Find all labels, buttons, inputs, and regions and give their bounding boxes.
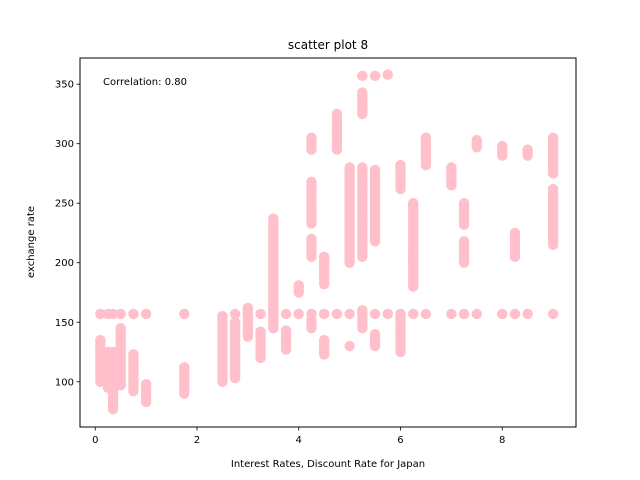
- data-point: [446, 308, 457, 320]
- data-point: [280, 325, 292, 336]
- x-tick-label: 4: [296, 435, 302, 446]
- data-point: [382, 69, 393, 80]
- data-point: [242, 308, 254, 320]
- data-point: [268, 213, 279, 224]
- data-point: [369, 328, 381, 340]
- data-point: [306, 132, 317, 143]
- data-point: [306, 233, 317, 245]
- data-point: [344, 227, 355, 239]
- data-point: [344, 340, 355, 352]
- data-point: [357, 162, 368, 173]
- data-point: [107, 308, 119, 320]
- data-point: [547, 132, 559, 143]
- data-point: [357, 70, 368, 82]
- data-point: [255, 308, 266, 320]
- data-point: [420, 308, 432, 320]
- x-tick-label: 2: [194, 435, 200, 446]
- data-point: [318, 308, 330, 320]
- data-point: [497, 140, 508, 152]
- data-point: [408, 198, 419, 209]
- data-point: [357, 305, 368, 316]
- data-point: [446, 162, 457, 173]
- data-point: [547, 308, 559, 320]
- correlation-annotation: Correlation: 0.80: [103, 77, 187, 88]
- data-point: [115, 308, 126, 320]
- data-point: [140, 378, 152, 390]
- data-point: [509, 227, 521, 239]
- y-tick-label: 200: [55, 258, 74, 269]
- data-point: [357, 87, 368, 98]
- data-point: [420, 132, 432, 143]
- data-point: [522, 144, 533, 155]
- y-tick-label: 250: [55, 199, 74, 210]
- data-point: [331, 308, 343, 320]
- data-point: [369, 308, 381, 320]
- data-point: [408, 308, 419, 320]
- data-point: [179, 362, 190, 373]
- x-tick-label: 6: [397, 435, 403, 446]
- data-point: [369, 164, 381, 176]
- y-tick-label: 100: [55, 377, 74, 388]
- x-axis-label: Interest Rates, Discount Rate for Japan: [231, 459, 425, 470]
- data-point: [306, 308, 317, 320]
- x-axis-ticks: 0 2 4 6 8: [92, 427, 505, 446]
- data-point: [509, 308, 521, 320]
- plot-frame: [79, 57, 577, 428]
- data-point: [280, 308, 292, 320]
- data-point: [395, 308, 406, 320]
- data-point: [179, 308, 190, 320]
- data-point: [458, 308, 470, 320]
- y-tick-label: 150: [55, 318, 74, 329]
- y-axis-ticks: 100 150 200 250 300 350: [55, 80, 80, 388]
- data-point: [217, 311, 228, 322]
- data-point: [229, 317, 241, 328]
- data-point: [522, 308, 533, 320]
- y-tick-label: 350: [55, 80, 74, 91]
- data-point: [95, 334, 106, 346]
- data-point: [293, 280, 304, 291]
- data-point: [497, 308, 508, 320]
- y-axis-label: exchange rate: [26, 206, 37, 278]
- data-point: [369, 70, 381, 82]
- data-point: [344, 162, 355, 173]
- data-point: [458, 198, 470, 209]
- data-point: [382, 308, 393, 320]
- data-point: [229, 308, 241, 320]
- data-point: [344, 308, 355, 320]
- data-point: [95, 308, 106, 320]
- x-tick-label: 8: [499, 435, 505, 446]
- chart-title: scatter plot 8: [288, 38, 368, 52]
- data-point: [331, 126, 343, 137]
- data-point: [395, 328, 406, 340]
- data-point: [140, 308, 152, 320]
- data-point: [395, 159, 406, 171]
- data-point: [293, 308, 304, 320]
- data-point: [547, 183, 559, 195]
- data-point: [318, 251, 330, 262]
- data-point: [128, 349, 139, 360]
- data-point: [318, 334, 330, 346]
- data-point: [306, 176, 317, 187]
- data-point: [115, 323, 126, 334]
- data-points: [95, 69, 559, 415]
- y-tick-label: 300: [55, 139, 74, 150]
- data-point: [458, 236, 470, 247]
- data-point: [128, 308, 139, 320]
- data-point: [471, 134, 482, 146]
- data-point: [471, 308, 482, 320]
- data-point: [255, 326, 266, 337]
- data-point: [331, 108, 343, 120]
- x-tick-label: 0: [92, 435, 98, 446]
